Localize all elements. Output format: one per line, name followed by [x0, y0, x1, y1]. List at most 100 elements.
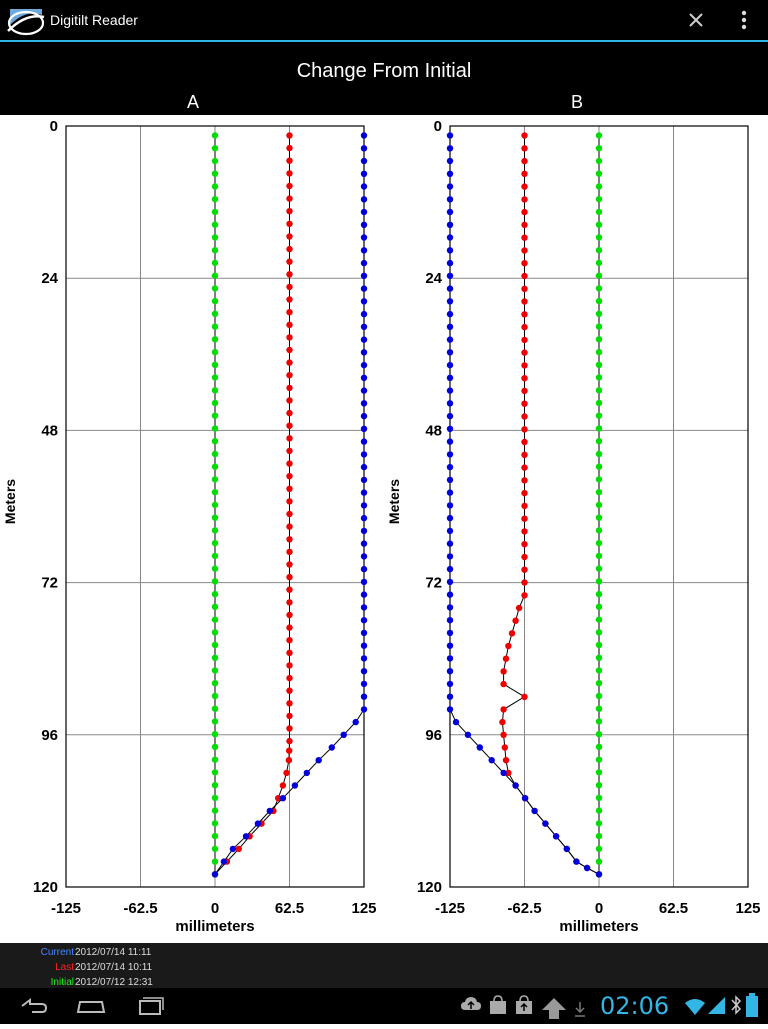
back-button[interactable]: [8, 988, 58, 1024]
panel-a-series-last-point: [286, 409, 293, 417]
panel-a-series-last-point: [286, 309, 293, 316]
wifi-icon: [685, 999, 705, 1015]
panel-b-series-last-point: [521, 489, 528, 497]
panel-a-series-initial-point: [211, 221, 219, 228]
panel-b-series-current-point: [446, 374, 454, 381]
panel-a-series-last-point: [286, 700, 293, 707]
panel-a-series-current-point: [360, 578, 368, 586]
panel-a-series-initial-point: [211, 692, 219, 700]
close-button[interactable]: [682, 6, 710, 34]
panel-b-series-current-point: [446, 234, 454, 241]
panel-a-series-initial-point: [211, 552, 219, 560]
panel-a-series-last-point: [286, 384, 293, 392]
panel-a-series-current-point: [360, 514, 368, 522]
panel-b-series-initial-point: [595, 590, 603, 598]
panel-b-series-initial-point: [595, 527, 603, 534]
panel-a-xaxis-label: millimeters: [175, 918, 254, 935]
panel-a-series-initial-point: [211, 858, 219, 865]
close-icon[interactable]: [682, 6, 710, 34]
panel-b-series-last-point: [521, 375, 528, 382]
panel-b-series-initial-point: [595, 769, 603, 776]
panel-a-series-last-point: [286, 473, 293, 480]
panel-b-series-last-point: [521, 400, 528, 407]
panel-a-series-current-point: [360, 489, 368, 496]
panel-b-series-last-point: [502, 757, 510, 764]
panel-a-series-initial-point: [211, 794, 219, 802]
panel-a-series-last-point: [286, 195, 293, 202]
panel-a-series-initial-point: [211, 412, 219, 419]
panel-b-series-last-point: [521, 183, 528, 190]
panel-b-series-last-point: [521, 298, 528, 305]
app-logo-icon[interactable]: [6, 3, 46, 37]
recents-button[interactable]: [126, 988, 176, 1024]
panel-a-yaxis-label: Meters: [2, 479, 18, 524]
panel-b-series-current-point: [446, 361, 454, 369]
panel-b-series-current-point: [446, 323, 454, 330]
overflow-menu-icon[interactable]: [732, 6, 756, 34]
panel-b-series-current-point: [488, 757, 495, 764]
home-icon[interactable]: [66, 988, 116, 1024]
panel-b-series-last-point: [521, 323, 528, 331]
panel-b-series-initial-point: [595, 170, 603, 177]
panel-b-series-current-point: [500, 769, 507, 777]
upload-arrow-icon: [542, 998, 566, 1019]
panel-a-series-last-point: [286, 435, 293, 442]
panel-a-series-current-point: [360, 527, 368, 535]
panel-a-series-initial-point: [211, 489, 219, 496]
panel-a-series-last-point: [286, 334, 293, 341]
panel-a-series-current-point: [360, 668, 368, 675]
panel-b-series-initial-point: [595, 463, 603, 470]
panel-a-series-last-point: [286, 662, 293, 669]
panel-b-series-initial-point: [595, 539, 603, 547]
panel-a-series-current-point: [360, 157, 368, 165]
panel-a-series-last-point: [286, 712, 293, 720]
panel-b-series-last-point: [521, 566, 528, 573]
panel-b-series-initial-point: [595, 603, 603, 610]
panel-a-xtick-label: 0: [211, 900, 219, 917]
panel-a-series-initial-point: [211, 361, 219, 368]
panel-b-series-initial-point: [595, 412, 603, 419]
panel-b-series-last-point: [521, 502, 528, 510]
panel-a-series-initial-point: [211, 769, 219, 776]
panel-a-xtick-label: 125: [351, 900, 376, 917]
panel-b-series-last-point: [500, 706, 507, 713]
home-button[interactable]: [66, 988, 116, 1024]
panel-b-series-current-point: [446, 412, 454, 420]
panel-a-series-initial-point: [211, 514, 219, 521]
back-icon[interactable]: [8, 988, 58, 1024]
panel-a-series-current-point: [360, 400, 368, 407]
panel-a-series-last-point: [286, 157, 293, 164]
panel-a-series-current-point: [254, 820, 262, 827]
panel-a-series-current-point: [279, 795, 287, 802]
panel-a-series-current-point: [352, 718, 359, 726]
panel-a-series-last-point: [286, 586, 293, 593]
legend-bar: Current 2012/07/14 11:11 Last 2012/07/14…: [0, 943, 768, 988]
panel-a-xtick-label: -62.5: [123, 900, 157, 917]
panel-b-series-last-point: [505, 769, 512, 777]
panel-b-series-initial-point: [595, 374, 603, 381]
panel-a-series-initial-point: [211, 463, 219, 470]
panel-a-series-last-point: [279, 782, 287, 789]
panel-a-series-last-point: [286, 523, 293, 530]
panel-a-series-current-point: [360, 145, 368, 152]
panel-a-series-last-point: [286, 687, 293, 694]
panel-b-series-initial-point: [595, 641, 603, 649]
legend-initial: Initial 2012/07/12 12:31: [0, 975, 200, 990]
panel-a-series-current-point: [360, 680, 368, 688]
panel-a-series-last-point: [286, 359, 293, 366]
panel-a-series-last-point: [286, 170, 293, 177]
panel-b-series-initial-point: [595, 208, 603, 216]
panel-b-series-initial-point: [595, 629, 603, 636]
panel-a-series-initial-point: [211, 539, 219, 547]
panel-b-series-last-point: [521, 541, 528, 548]
panel-b-series-last-point: [521, 477, 528, 484]
panel-b-series-initial-point: [595, 756, 603, 763]
recents-icon[interactable]: [126, 988, 176, 1024]
store-bag-icon: [490, 995, 506, 1014]
panel-b-series-current-point: [446, 476, 454, 484]
panel-a-series-initial-point: [211, 183, 219, 190]
panel-b-series-initial-point: [595, 718, 603, 725]
overflow-menu-button[interactable]: [732, 6, 756, 34]
panel-b-series-initial-point: [595, 489, 603, 496]
panel-a-series-initial-point: [211, 527, 219, 534]
